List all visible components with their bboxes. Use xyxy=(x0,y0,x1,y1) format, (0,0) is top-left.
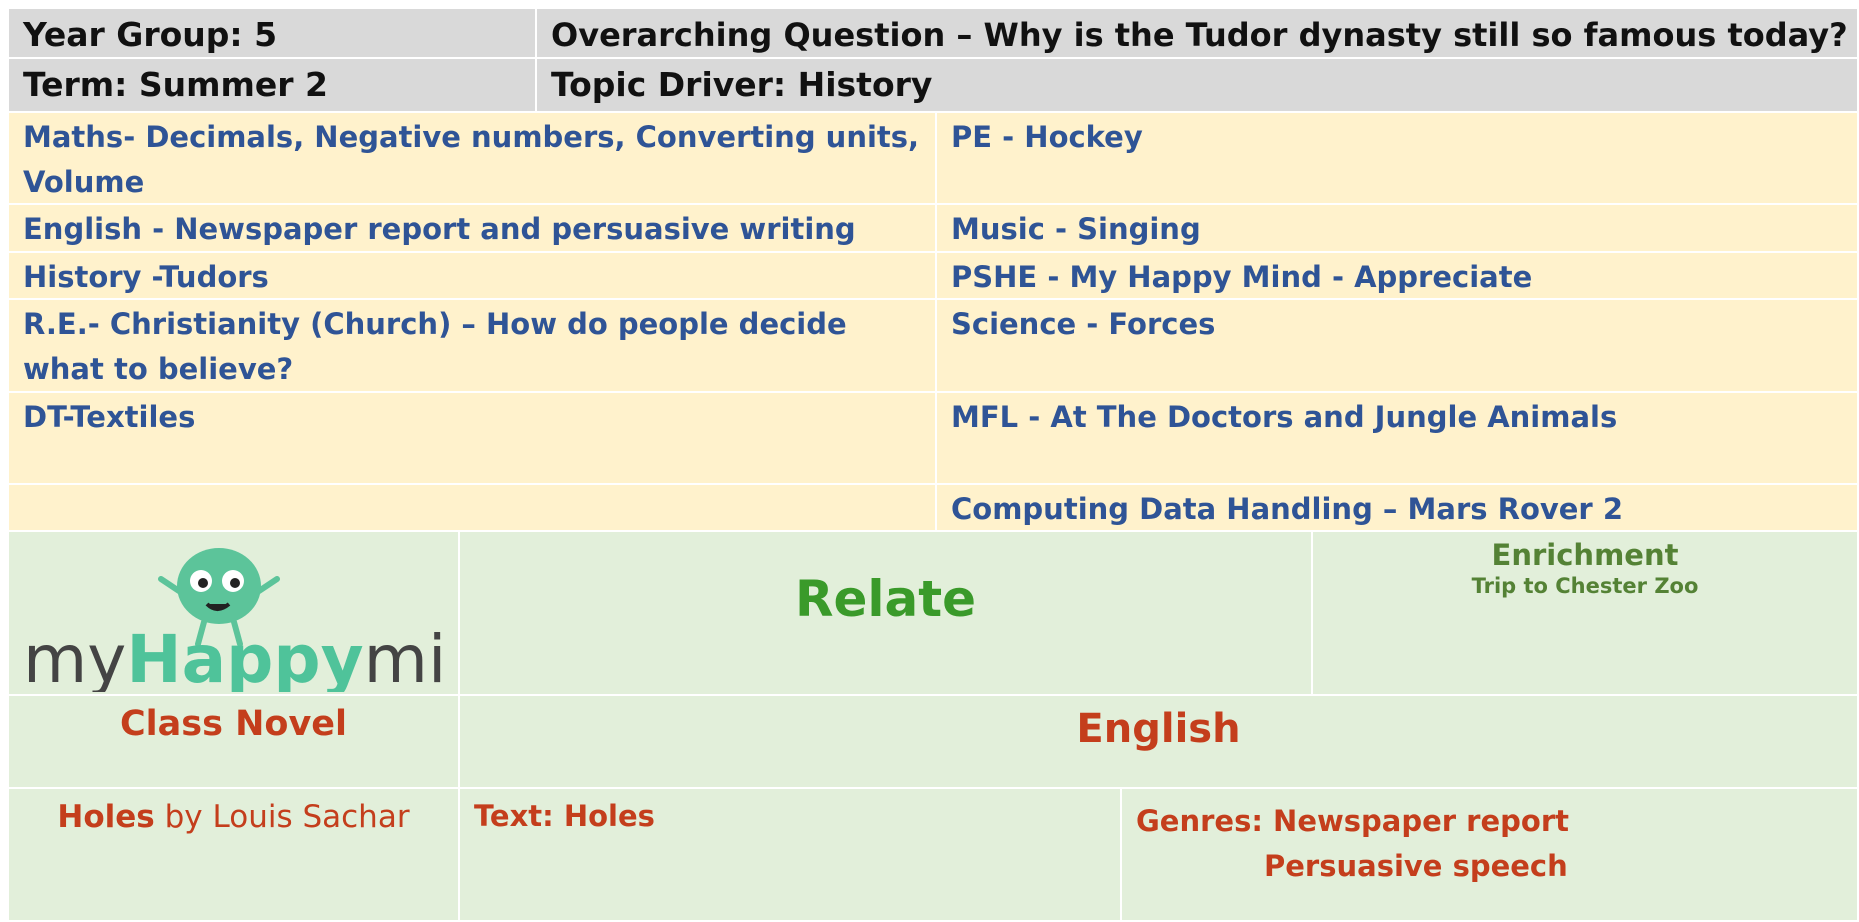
subject-cell: Science - Forces xyxy=(937,300,1859,393)
cell: Text: Holes xyxy=(460,789,1122,922)
subject-cell: PE - Hockey xyxy=(937,113,1859,205)
logo: myHappymind xyxy=(23,548,449,692)
subject: Computing Data Handling – Mars Rover 2 xyxy=(951,492,1624,526)
subject: MFL - At The Doctors and Jungle Animals xyxy=(951,400,1618,434)
novel-title: Holes xyxy=(57,799,155,835)
cell: Topic Driver: History xyxy=(537,59,1859,113)
term: Term: Summer 2 xyxy=(23,65,328,104)
subject-cell: Computing Data Handling – Mars Rover 2 xyxy=(937,485,1859,532)
subject-cell: PSHE - My Happy Mind - Appreciate xyxy=(937,253,1859,300)
theme: Relate xyxy=(794,570,977,628)
cell: Overarching Question – Why is the Tudor … xyxy=(537,9,1859,59)
subject: History -Tudors xyxy=(23,260,269,294)
cell: Term: Summer 2 xyxy=(9,59,537,113)
logo-text: mind xyxy=(364,621,449,692)
logo-text: Happy xyxy=(126,621,363,692)
subject: R.E.- Christianity (Church) – How do peo… xyxy=(23,307,847,386)
cell: Class Novel xyxy=(9,696,460,789)
topic-driver: Topic Driver: History xyxy=(551,65,933,104)
enrichment-detail: Trip to Chester Zoo xyxy=(1471,574,1699,598)
subject-cell: MFL - At The Doctors and Jungle Animals xyxy=(937,393,1859,485)
subject: English - Newspaper report and persuasiv… xyxy=(23,212,856,246)
subject: Science - Forces xyxy=(951,307,1216,341)
subject-cell: English - Newspaper report and persuasiv… xyxy=(9,205,937,253)
subject-cell: History -Tudors xyxy=(9,253,937,300)
cell: English xyxy=(460,696,1859,789)
genre: Persuasive speech xyxy=(1264,849,1568,883)
english-text: Text: Holes xyxy=(474,799,655,833)
subject-cell: DT-Textiles xyxy=(9,393,937,485)
subject-cell: Maths- Decimals, Negative numbers, Conve… xyxy=(9,113,937,205)
logo-text: my xyxy=(23,621,126,692)
overarching-question: Overarching Question – Why is the Tudor … xyxy=(551,16,1848,54)
cell: Enrichment Trip to Chester Zoo xyxy=(1313,532,1859,696)
english-heading: English xyxy=(1076,706,1241,752)
cell: Holes by Louis Sachar xyxy=(9,789,460,922)
cell: Year Group: 5 xyxy=(9,9,537,59)
subject: Maths- Decimals, Negative numbers, Conve… xyxy=(23,120,920,199)
genre: Genres: Newspaper report xyxy=(1136,804,1570,838)
subject: DT-Textiles xyxy=(23,400,196,434)
novel-author: by Louis Sachar xyxy=(164,799,410,835)
cell: Relate xyxy=(460,532,1313,696)
svg-text:myHappymind: myHappymind xyxy=(23,621,449,692)
enrichment-heading: Enrichment xyxy=(1491,538,1679,572)
cell: Genres: Newspaper report Persuasive spee… xyxy=(1122,789,1859,922)
subject: Music - Singing xyxy=(951,212,1201,246)
class-novel-heading: Class Novel xyxy=(119,704,348,744)
logo-cell: myHappymind xyxy=(9,532,460,696)
year-group: Year Group: 5 xyxy=(23,15,278,54)
subject-cell: Music - Singing xyxy=(937,205,1859,253)
subject: PSHE - My Happy Mind - Appreciate xyxy=(951,260,1533,294)
subject-cell: R.E.- Christianity (Church) – How do peo… xyxy=(9,300,937,393)
subject-cell xyxy=(9,485,937,532)
subject: PE - Hockey xyxy=(951,120,1143,154)
